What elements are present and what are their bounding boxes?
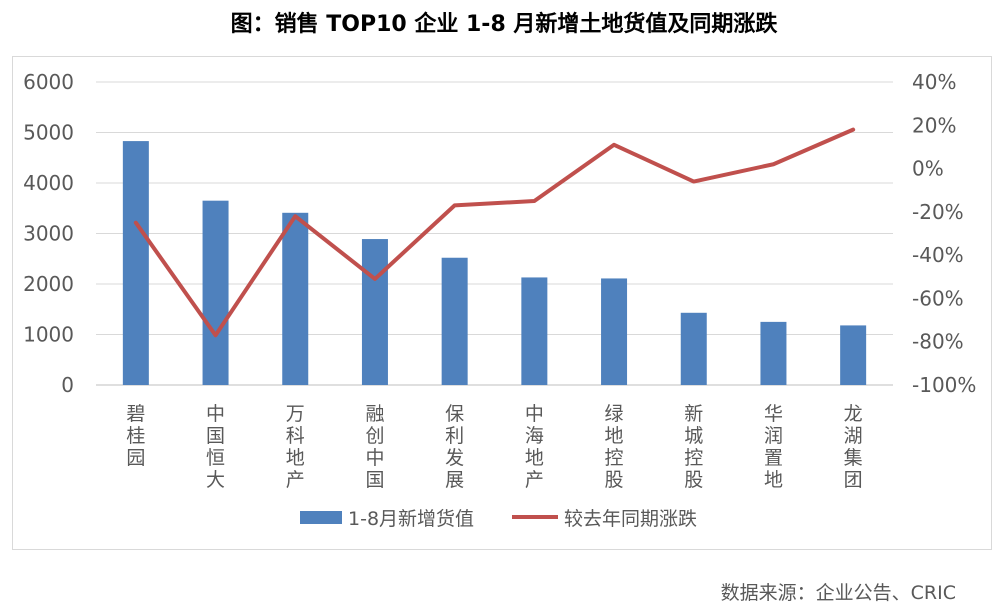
category-label: 万科地产 <box>286 403 305 491</box>
line-point <box>214 333 218 337</box>
category-label: 绿地控股 <box>605 403 624 491</box>
left-tick-label: 2000 <box>23 272 74 296</box>
right-tick-label: -100% <box>912 373 976 397</box>
left-axis: 0 1000 2000 3000 4000 5000 6000 <box>23 70 74 397</box>
category-label: 龙湖集团 <box>844 403 863 491</box>
right-axis: -100% -80% -60% -40% -20% 0% 20% 40% <box>912 70 976 397</box>
line-point <box>293 214 297 218</box>
left-tick-label: 4000 <box>23 171 74 195</box>
right-tick-label: -40% <box>912 243 964 267</box>
bar-series <box>122 141 867 385</box>
line-point <box>692 180 696 184</box>
line-path <box>133 127 856 338</box>
category-axis: 碧桂园 中国恒大 万科地产 融创中国 保利发展 中海地产 绿地控股 新城控股 华润置地 龙湖集团 <box>126 403 862 491</box>
category-label: 融创中国 <box>365 403 384 491</box>
category-label: 中海地产 <box>525 403 544 491</box>
bar <box>601 278 628 385</box>
legend-bar-label: 1-8月新增货值 <box>348 508 474 530</box>
left-tick-label: 6000 <box>23 70 74 94</box>
right-tick-label: -80% <box>912 330 964 354</box>
right-tick-label: 40% <box>912 70 956 94</box>
bar <box>760 321 787 385</box>
bar <box>282 212 309 385</box>
category-label: 华润置地 <box>764 403 783 491</box>
line-point <box>771 162 775 166</box>
bar <box>202 200 229 385</box>
bar <box>840 325 867 385</box>
left-tick-label: 0 <box>61 373 74 397</box>
left-tick-label: 5000 <box>23 121 74 145</box>
line-point <box>851 128 855 132</box>
line-point <box>373 277 377 281</box>
line-point <box>453 203 457 207</box>
category-label: 碧桂园 <box>126 403 145 469</box>
chart-frame <box>12 56 992 550</box>
line-series <box>133 127 856 338</box>
legend-bar-swatch <box>300 511 342 524</box>
category-label: 新城控股 <box>684 403 703 491</box>
bar <box>680 312 707 385</box>
legend: 1-8月新增货值 较去年同期涨跌 <box>300 508 697 530</box>
chart-title: 图：销售 TOP10 企业 1-8 月新增土地货值及同期涨跌 <box>230 12 778 37</box>
legend-line-label: 较去年同期涨跌 <box>564 508 697 530</box>
bar <box>441 257 468 385</box>
source-note: 数据来源：企业公告、CRIC <box>720 582 956 604</box>
category-label: 保利发展 <box>445 403 464 491</box>
right-tick-label: 20% <box>912 113 956 137</box>
category-label: 中国恒大 <box>206 403 225 491</box>
bar <box>361 239 388 385</box>
line-point <box>612 143 616 147</box>
left-tick-label: 1000 <box>23 323 74 347</box>
right-tick-label: 0% <box>912 157 944 181</box>
right-tick-label: -20% <box>912 200 964 224</box>
right-tick-label: -60% <box>912 286 964 310</box>
bar <box>122 141 149 385</box>
line-point <box>134 221 138 225</box>
gridlines <box>96 81 893 386</box>
line-point <box>532 199 536 203</box>
bar <box>521 277 548 385</box>
left-tick-label: 3000 <box>23 222 74 246</box>
